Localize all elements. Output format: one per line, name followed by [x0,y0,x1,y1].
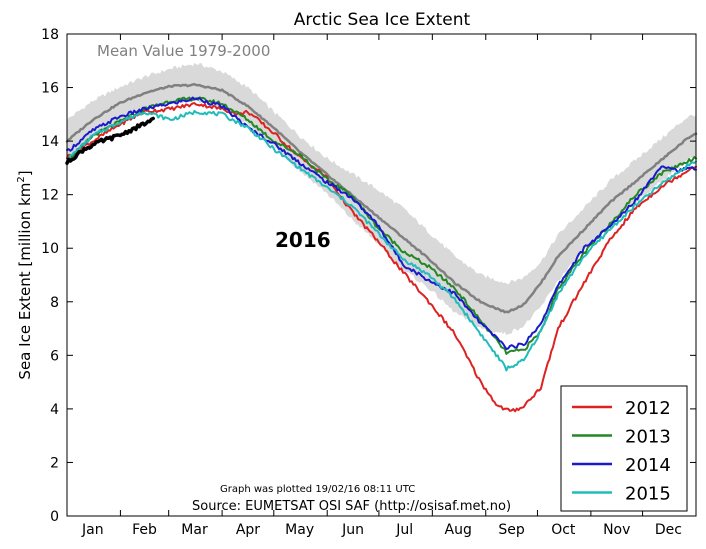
x-tick-label-aug: Aug [445,522,472,538]
tick-layer: 0 2 4 6 8 10 12 14 16 18 Jan Feb Mar Apr May Jun Jul Aug S… [41,27,696,538]
x-tick-label-feb: Feb [132,522,157,538]
y-tick-label: 14 [41,134,59,150]
x-tick-label-dec: Dec [655,522,682,538]
legend-label-2012: 2012 [625,398,671,419]
y-axis-label-main: Sea Ice Extent [million km [16,183,34,380]
x-tick-label-mar: Mar [181,522,208,538]
x-tick-label-sep: Sep [498,522,525,538]
y-axis-label: Sea Ice Extent [million km2] [16,170,34,379]
series-line-2015 [66,109,697,372]
x-tick-label-jan: Jan [81,522,104,538]
std-band-layer [67,62,696,336]
y-tick-label: 8 [50,295,59,311]
y-tick-label: 6 [50,348,59,364]
x-tick-label-jul: Jul [395,522,413,538]
y-tick-label: 2 [50,455,59,471]
x-tick-label-nov: Nov [603,522,630,538]
legend-label-2014: 2014 [625,455,671,476]
legend-items: 2012 2013 2014 2015 [572,398,671,505]
y-tick-label: 18 [41,27,59,43]
legend-label-2015: 2015 [625,484,671,505]
x-tick-label-jun: Jun [341,522,364,538]
y-tick-label: 16 [41,81,59,97]
year-2016-annotation: 2016 [275,228,331,252]
y-axis-label-end: ] [16,170,34,176]
plotted-date-note: Graph was plotted 19/02/16 08:11 UTC [220,484,415,495]
plot-frame [66,33,697,517]
y-tick-label: 4 [50,402,59,418]
x-tick-label-may: May [285,522,314,538]
y-tick-label: 0 [50,509,59,525]
legend-label-2013: 2013 [625,427,671,448]
legend: 2012 2013 2014 2015 [560,385,688,512]
series-layer [65,83,698,413]
y-axis-label-superscript: 2 [16,176,27,182]
chart-title: Arctic Sea Ice Extent [294,10,471,30]
x-tick-label-oct: Oct [551,522,576,538]
mean-value-annotation: Mean Value 1979-2000 [97,42,270,60]
x-tick-label-apr: Apr [236,522,260,538]
y-tick-label: 12 [41,188,59,204]
series-line-2012 [66,102,697,413]
std-band [67,62,696,336]
series-line-mean-value-1979-2000 [65,83,698,314]
y-tick-label: 10 [41,241,59,257]
series-line-2016 [65,116,155,165]
source-note: Source: EUMETSAT OSI SAF (http://osisaf.… [192,499,511,514]
series-line-2014 [66,96,697,350]
